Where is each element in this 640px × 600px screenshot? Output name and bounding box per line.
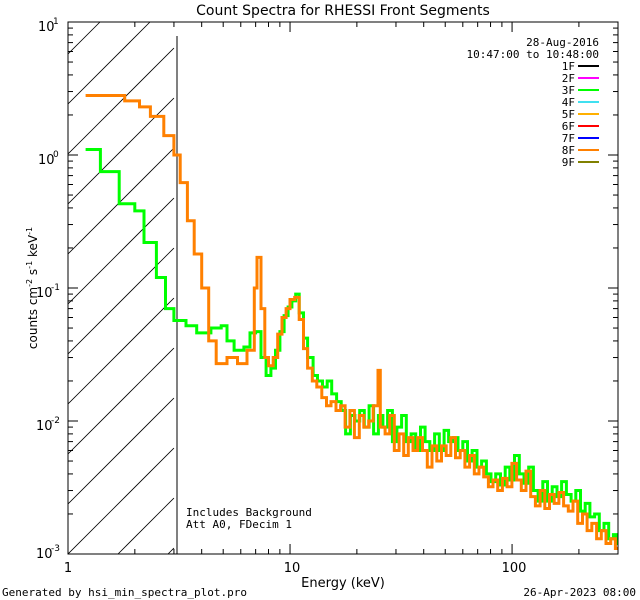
series-8f	[85, 94, 618, 550]
hatch-line	[68, 97, 175, 205]
svg-text:10: 10	[36, 547, 53, 562]
hatch-line	[68, 247, 175, 355]
y-tick-label-1e-3: 10 -3	[36, 544, 60, 562]
x-axis-label: Energy (keV)	[301, 576, 385, 591]
y-tick-label-1e-1: 10 -1	[36, 283, 60, 301]
annotation-attenuator: Att A0, FDecim 1	[186, 518, 292, 531]
legend-label-9f: 9F	[562, 156, 575, 169]
svg-text:-2: -2	[51, 416, 60, 426]
svg-text:-3: -3	[51, 544, 60, 554]
svg-text:-1: -1	[51, 283, 60, 293]
y-axis-label: counts cm-2 s-1 keV-1	[25, 227, 40, 349]
hatched-region	[68, 22, 175, 554]
hatch-line	[68, 447, 175, 554]
legend-label-1f: 1F	[562, 60, 575, 73]
svg-text:10: 10	[38, 153, 55, 168]
hatch-line	[68, 22, 151, 105]
hatch-line	[68, 197, 175, 305]
svg-text:10: 10	[36, 286, 53, 301]
time-range-text: 10:47:00 to 10:48:00	[467, 48, 599, 61]
series-3f	[85, 148, 618, 545]
legend-label-5f: 5F	[562, 108, 575, 121]
svg-text:0: 0	[53, 150, 59, 160]
hatch-line	[68, 347, 175, 455]
annotation-background: Includes Background	[186, 506, 312, 519]
series-line-8f	[85, 94, 618, 550]
legend-label-2f: 2F	[562, 72, 575, 85]
generated-by-text: Generated by hsi_min_spectra_plot.pro	[2, 586, 247, 599]
legend: 1F 2F 3F 4F 5F 6F 7F 8F 9F	[562, 60, 599, 169]
svg-text:1: 1	[53, 17, 59, 27]
svg-text:10: 10	[38, 20, 55, 35]
hatch-line	[117, 497, 175, 554]
hatch-line	[68, 147, 175, 255]
hatch-line	[68, 397, 175, 505]
legend-label-3f: 3F	[562, 84, 575, 97]
hatch-line	[68, 297, 175, 405]
hatch-line	[68, 22, 101, 55]
legend-label-6f: 6F	[562, 120, 575, 133]
hatch-line	[167, 547, 175, 554]
x-tick-label-1: 1	[64, 561, 72, 576]
svg-text:10: 10	[36, 419, 53, 434]
y-tick-label-1e1: 10 1	[38, 17, 59, 35]
y-tick-label-1e0: 10 0	[38, 150, 59, 168]
series-line-3f	[85, 148, 618, 545]
hatch-line	[68, 47, 175, 155]
date-text: 28-Aug-2016	[526, 36, 599, 49]
plot-frame	[67, 21, 619, 555]
legend-label-7f: 7F	[562, 132, 575, 145]
legend-label-4f: 4F	[562, 96, 575, 109]
x-tick-label-100: 100	[502, 561, 527, 576]
chart-title: Count Spectra for RHESSI Front Segments	[196, 3, 490, 19]
y-tick-label-1e-2: 10 -2	[36, 416, 60, 434]
footer-timestamp: 26-Apr-2023 08:00	[523, 586, 636, 599]
x-tick-label-10: 10	[284, 561, 301, 576]
legend-label-8f: 8F	[562, 144, 575, 157]
